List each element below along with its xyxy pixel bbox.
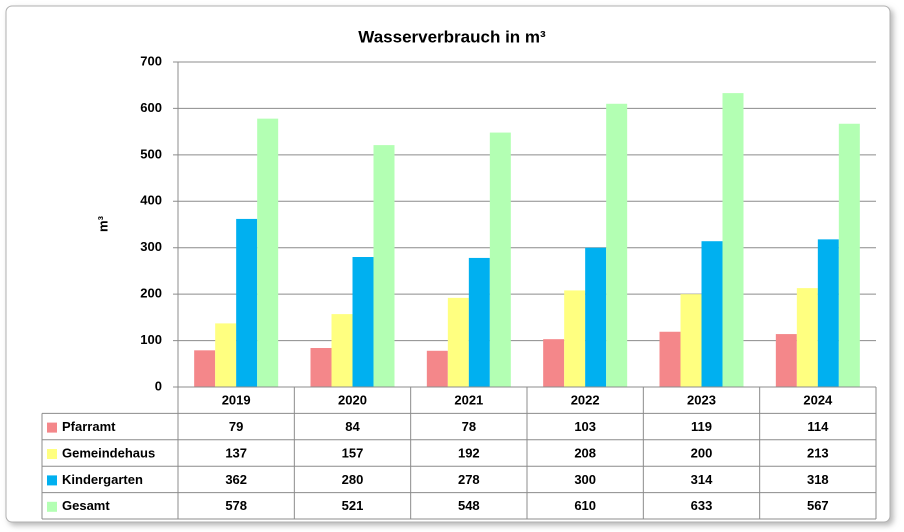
y-tick-label: 400 <box>140 193 162 208</box>
bar <box>585 247 607 387</box>
legend-label: Pfarramt <box>62 419 116 434</box>
table-value: 103 <box>574 419 596 434</box>
bar <box>796 288 818 387</box>
y-tick-label: 600 <box>140 100 162 115</box>
table-value: 633 <box>691 498 713 513</box>
table-value: 114 <box>807 419 829 434</box>
bar <box>447 297 469 387</box>
legend-label: Kindergarten <box>62 472 143 487</box>
legend-swatch <box>47 422 57 433</box>
table-value: 548 <box>458 498 480 513</box>
x-tick-label: 2023 <box>687 393 716 408</box>
bar <box>606 103 628 388</box>
bar <box>426 350 448 387</box>
table-value: 521 <box>342 498 364 513</box>
table-value: 213 <box>807 445 829 460</box>
x-tick-label: 2022 <box>571 393 600 408</box>
bar <box>373 145 395 387</box>
table-value: 157 <box>342 445 364 460</box>
bar <box>468 257 490 387</box>
x-tick-label: 2019 <box>222 393 251 408</box>
x-tick-label: 2020 <box>338 393 367 408</box>
table-value: 84 <box>345 419 360 434</box>
table-value: 318 <box>807 472 829 487</box>
bar <box>543 339 565 387</box>
legend-swatch <box>47 501 57 512</box>
bar <box>817 239 839 387</box>
y-tick-label: 500 <box>140 146 162 161</box>
table-value: 78 <box>462 419 476 434</box>
bar <box>489 132 511 387</box>
bar <box>236 218 258 387</box>
table-value: 192 <box>458 445 480 460</box>
bar <box>194 350 216 387</box>
table-value: 79 <box>229 419 243 434</box>
chart-title: Wasserverbrauch in m³ <box>358 27 546 46</box>
bar <box>564 290 586 387</box>
table-value: 137 <box>225 445 247 460</box>
table-value: 567 <box>807 498 829 513</box>
y-tick-label: 300 <box>140 239 162 254</box>
legend-label: Gesamt <box>62 498 110 513</box>
table-value: 278 <box>458 472 480 487</box>
legend-swatch <box>47 475 57 486</box>
bar <box>680 294 702 387</box>
chart-frame <box>5 5 891 523</box>
legend-swatch <box>47 449 57 459</box>
table-value: 200 <box>691 445 713 460</box>
table-value: 300 <box>574 472 596 487</box>
bar <box>701 241 723 387</box>
bar <box>722 93 744 387</box>
table-value: 610 <box>574 498 596 513</box>
y-tick-label: 200 <box>140 286 162 301</box>
bar <box>352 257 374 387</box>
x-tick-label: 2021 <box>454 393 483 408</box>
table-value: 578 <box>225 498 247 513</box>
table-value: 280 <box>342 472 364 487</box>
table-value: 314 <box>691 472 713 487</box>
y-tick-label: 0 <box>155 378 162 393</box>
bar <box>659 331 681 387</box>
bar <box>310 348 332 387</box>
table-value: 119 <box>691 419 712 434</box>
y-tick-label: 100 <box>140 332 162 347</box>
bar <box>257 118 279 388</box>
x-tick-label: 2024 <box>803 393 833 408</box>
legend-label: Gemeindehaus <box>62 445 155 460</box>
table-value: 208 <box>574 445 596 460</box>
y-axis-label: m³ <box>95 215 110 232</box>
table-value: 362 <box>225 472 247 487</box>
bar <box>775 334 797 387</box>
bar <box>331 314 353 387</box>
y-tick-label: 700 <box>140 53 162 68</box>
bar <box>838 123 860 387</box>
bar <box>215 323 237 387</box>
